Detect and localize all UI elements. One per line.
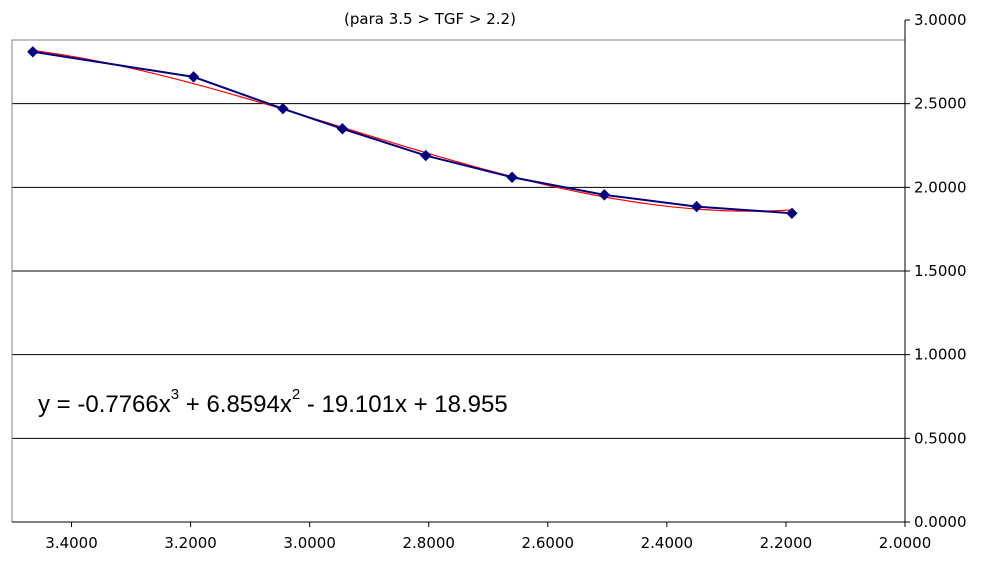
- trendline-equation: y = -0.7766x3 + 6.8594x2 - 19.101x + 18.…: [38, 386, 508, 418]
- equation-sup-1: 3: [171, 386, 179, 403]
- grid-lines: [12, 103, 905, 439]
- y-tick-label: 1.0000: [914, 346, 967, 364]
- data-point: [506, 171, 518, 184]
- x-tick-label: 2.4000: [641, 534, 694, 552]
- y-tick-label: 2.0000: [914, 178, 967, 196]
- chart-title: (para 3.5 > TGF > 2.2): [344, 10, 516, 28]
- x-tick-label: 2.8000: [402, 534, 455, 552]
- data-point: [420, 149, 432, 162]
- data-point: [598, 189, 611, 201]
- y-tick-label: 1.5000: [914, 262, 967, 280]
- data-point: [690, 200, 703, 213]
- equation-sup-2: 2: [292, 386, 300, 403]
- data-point: [27, 46, 39, 58]
- x-tick-label: 3.2000: [164, 534, 217, 552]
- equation-part-1: y = -0.7766x: [38, 391, 171, 418]
- x-tick-label: 2.6000: [522, 534, 575, 552]
- equation-part-2: + 6.8594x: [179, 391, 292, 418]
- x-tick-label: 3.4000: [45, 534, 98, 552]
- data-point: [786, 207, 798, 219]
- data-series: [27, 46, 798, 219]
- data-point: [187, 71, 200, 83]
- equation-part-3: - 19.101x + 18.955: [300, 391, 508, 418]
- y-tick-label: 0.5000: [914, 429, 967, 447]
- trendline: [32, 49, 792, 212]
- data-point: [277, 102, 289, 115]
- series-line: [32, 50, 792, 215]
- plot-area: [11, 39, 906, 523]
- x-tick-label: 2.0000: [879, 534, 932, 552]
- axes: 0.0000 0.5000 1.0000 1.5000 2.0000 2.5000 3.00…: [12, 11, 967, 552]
- y-tick-label: 2.5000: [914, 95, 967, 113]
- data-point: [336, 123, 349, 135]
- x-tick-label: 2.2000: [760, 534, 813, 552]
- trendline-curve: [32, 49, 792, 212]
- y-tick-label: 0.0000: [914, 513, 967, 531]
- y-tick-label: 3.0000: [914, 11, 967, 29]
- x-tick-label: 3.0000: [283, 534, 336, 552]
